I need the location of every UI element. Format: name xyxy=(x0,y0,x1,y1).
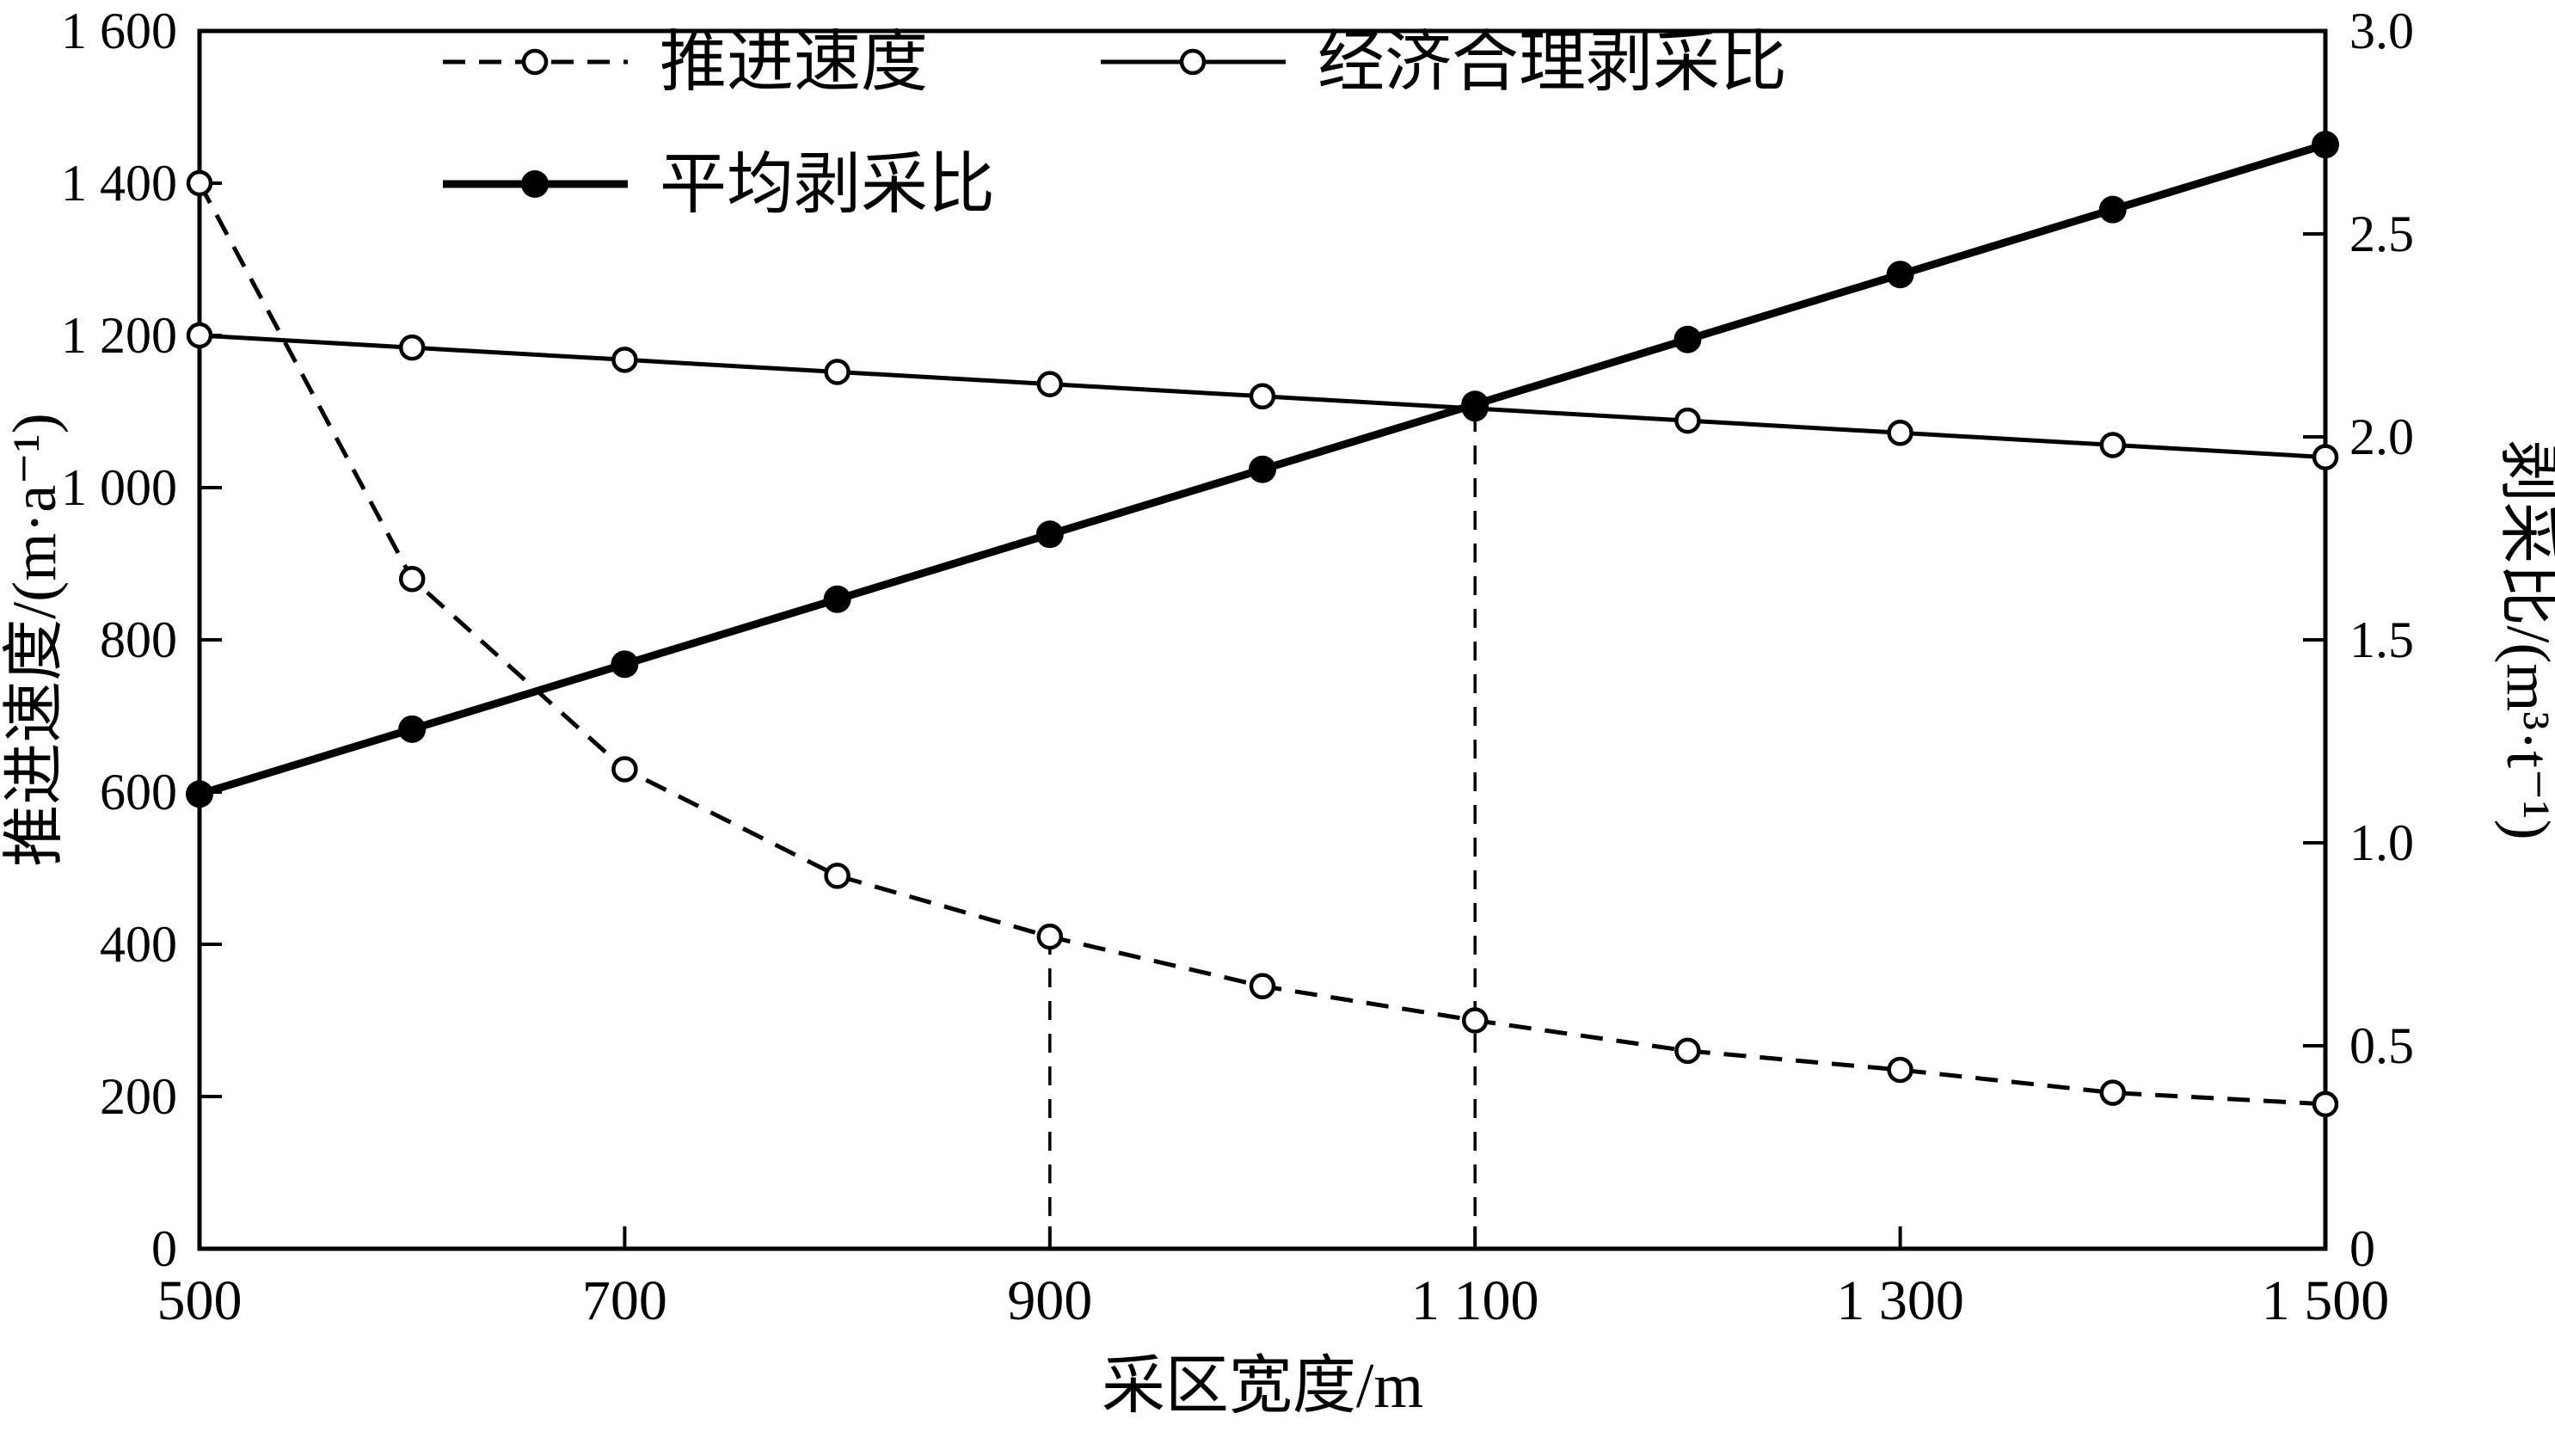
legend-label: 经济合理剥采比 xyxy=(1317,25,1787,100)
guide-lines xyxy=(1048,404,1477,1249)
x-tick-label: 1 300 xyxy=(1836,1269,1964,1332)
data-point-marker xyxy=(398,715,427,743)
y-right-tick-label: 1.0 xyxy=(2349,814,2414,871)
y-left-tick-label: 800 xyxy=(100,611,177,668)
x-axis: 500 700 900 1 100 1 300 1 500 xyxy=(157,1226,2390,1332)
series-2 xyxy=(186,131,2339,808)
y-left-tick-label: 0 xyxy=(151,1220,177,1277)
y-right-tick-label: 1.5 xyxy=(2349,611,2414,668)
data-point-marker xyxy=(1674,1037,1701,1065)
y-left-axis-title: 推进速度/(m·a⁻¹) xyxy=(0,413,69,867)
data-point-marker xyxy=(2099,432,2127,458)
y-left-tick-label: 1 600 xyxy=(61,3,177,59)
plot-frame xyxy=(197,28,2328,1251)
data-point-marker xyxy=(1249,383,1276,410)
data-point-marker xyxy=(1035,520,1064,549)
data-point-marker xyxy=(1886,261,1914,289)
data-point-marker xyxy=(1036,371,1064,397)
series-line xyxy=(197,181,2326,1107)
x-tick-label: 1 100 xyxy=(1411,1269,1539,1332)
y-axis-right: 0 0.5 1.0 1.5 2.0 2.5 3.0 xyxy=(2303,3,2414,1277)
data-point-marker xyxy=(2312,444,2339,470)
data-point-marker xyxy=(1036,923,1064,950)
y-left-tick-label: 1 000 xyxy=(61,459,177,516)
y-left-tick-label: 1 200 xyxy=(61,307,177,364)
y-right-tick-label: 2.0 xyxy=(2349,409,2414,465)
data-point-marker xyxy=(1461,1007,1489,1034)
y-right-axis-title: 剥采比/(m³·t⁻¹) xyxy=(2494,439,2555,839)
data-point-marker xyxy=(2312,1090,2339,1118)
legend-marker xyxy=(1179,48,1207,76)
data-point-marker xyxy=(611,756,638,783)
x-tick-label: 700 xyxy=(582,1269,667,1332)
data-point-marker xyxy=(2098,195,2127,224)
y-left-tick-label: 600 xyxy=(100,764,177,820)
series-1 xyxy=(186,322,2339,470)
data-point-marker xyxy=(1461,390,1489,419)
data-point-marker xyxy=(824,863,851,889)
x-tick-label: 900 xyxy=(1007,1269,1092,1332)
x-tick-label: 1 500 xyxy=(2262,1269,2390,1332)
series-0 xyxy=(186,169,2339,1118)
y-right-tick-label: 3.0 xyxy=(2349,3,2414,59)
data-point-marker xyxy=(1887,420,1913,446)
data-point-marker xyxy=(611,650,639,679)
y-left-tick-label: 200 xyxy=(100,1068,177,1125)
data-point-marker xyxy=(1674,407,1701,434)
legend-marker xyxy=(521,48,549,76)
data-point-marker xyxy=(1674,325,1702,353)
x-tick-label: 500 xyxy=(157,1269,243,1332)
x-axis-title: 采区宽度/m xyxy=(1102,1351,1423,1422)
data-point-marker xyxy=(1887,1056,1913,1084)
data-point-marker xyxy=(2099,1079,2127,1106)
data-point-marker xyxy=(824,359,851,385)
data-point-marker xyxy=(823,585,851,613)
data-point-marker xyxy=(1249,973,1276,999)
data-point-marker xyxy=(186,169,213,197)
y-right-tick-label: 0 xyxy=(2349,1220,2375,1277)
legend-label: 平均剥采比 xyxy=(660,147,995,222)
data-point-marker xyxy=(1249,455,1276,483)
y-axis-left: 0 200 400 600 800 1 000 1 200 1 400 1 600 xyxy=(61,3,222,1277)
y-left-tick-label: 1 400 xyxy=(61,155,177,212)
y-right-tick-label: 2.5 xyxy=(2349,206,2414,262)
y-right-tick-label: 0.5 xyxy=(2349,1017,2414,1074)
data-point-marker xyxy=(398,334,426,361)
data-point-marker xyxy=(611,347,638,373)
data-point-marker xyxy=(398,565,426,593)
legend-marker xyxy=(521,170,549,198)
data-point-marker xyxy=(186,780,213,808)
data-point-marker xyxy=(186,322,213,349)
data-point-marker xyxy=(2312,131,2339,159)
y-left-tick-label: 400 xyxy=(100,916,177,973)
legend-label: 推进速度 xyxy=(660,25,928,100)
